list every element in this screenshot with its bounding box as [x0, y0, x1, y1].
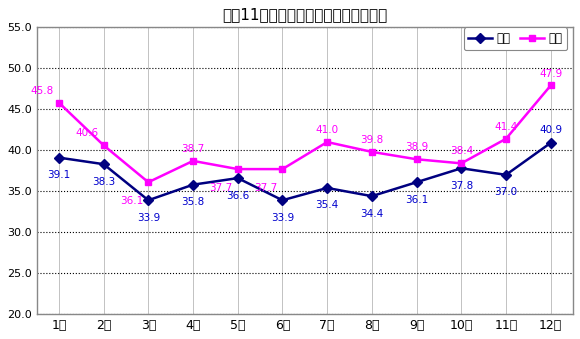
Text: 38.9: 38.9 [405, 142, 428, 152]
Text: 38.3: 38.3 [92, 177, 115, 187]
去勢 [279, 167, 286, 171]
Text: 34.4: 34.4 [360, 208, 383, 219]
Text: 39.8: 39.8 [360, 135, 383, 145]
去勢 [100, 143, 107, 147]
メス [413, 180, 420, 184]
Text: 33.9: 33.9 [271, 213, 294, 223]
去勢 [234, 167, 241, 171]
メス [234, 176, 241, 180]
Legend: メス, 去勢: メス, 去勢 [463, 27, 567, 50]
メス [145, 198, 152, 202]
去勢 [547, 83, 554, 87]
Text: 38.7: 38.7 [182, 144, 205, 154]
Text: 37.8: 37.8 [450, 181, 473, 191]
去勢 [145, 180, 152, 184]
Text: 39.1: 39.1 [48, 170, 71, 180]
去勢 [56, 101, 63, 105]
Text: 37.7: 37.7 [254, 183, 277, 193]
去勢 [368, 150, 375, 154]
Text: 35.4: 35.4 [316, 200, 339, 211]
Text: 37.7: 37.7 [209, 183, 233, 193]
Text: 35.8: 35.8 [182, 197, 205, 207]
Text: 41.0: 41.0 [316, 125, 339, 135]
Text: 41.4: 41.4 [494, 122, 517, 132]
Text: 45.8: 45.8 [31, 86, 54, 96]
メス [502, 173, 509, 177]
Text: 37.0: 37.0 [494, 187, 517, 197]
Text: 33.9: 33.9 [137, 213, 160, 223]
メス [458, 166, 465, 170]
メス [190, 183, 197, 187]
Text: 38.4: 38.4 [450, 146, 473, 156]
Title: 平成11年　淡路家畜市場　和子牛市場: 平成11年 淡路家畜市場 和子牛市場 [222, 7, 387, 22]
Text: 40.6: 40.6 [75, 128, 99, 138]
Text: 36.6: 36.6 [226, 191, 249, 201]
Line: メス: メス [56, 139, 554, 204]
去勢 [324, 140, 331, 144]
メス [324, 186, 331, 190]
去勢 [413, 157, 420, 161]
Text: 47.9: 47.9 [539, 68, 563, 79]
去勢 [502, 137, 509, 141]
メス [547, 141, 554, 145]
メス [368, 194, 375, 198]
去勢 [190, 159, 197, 163]
去勢 [458, 161, 465, 165]
メス [56, 156, 63, 160]
メス [279, 198, 286, 202]
Text: 36.1: 36.1 [405, 195, 428, 205]
Line: 去勢: 去勢 [56, 82, 554, 186]
Text: 36.1: 36.1 [120, 196, 143, 206]
メス [100, 162, 107, 166]
Text: 40.9: 40.9 [539, 124, 562, 135]
